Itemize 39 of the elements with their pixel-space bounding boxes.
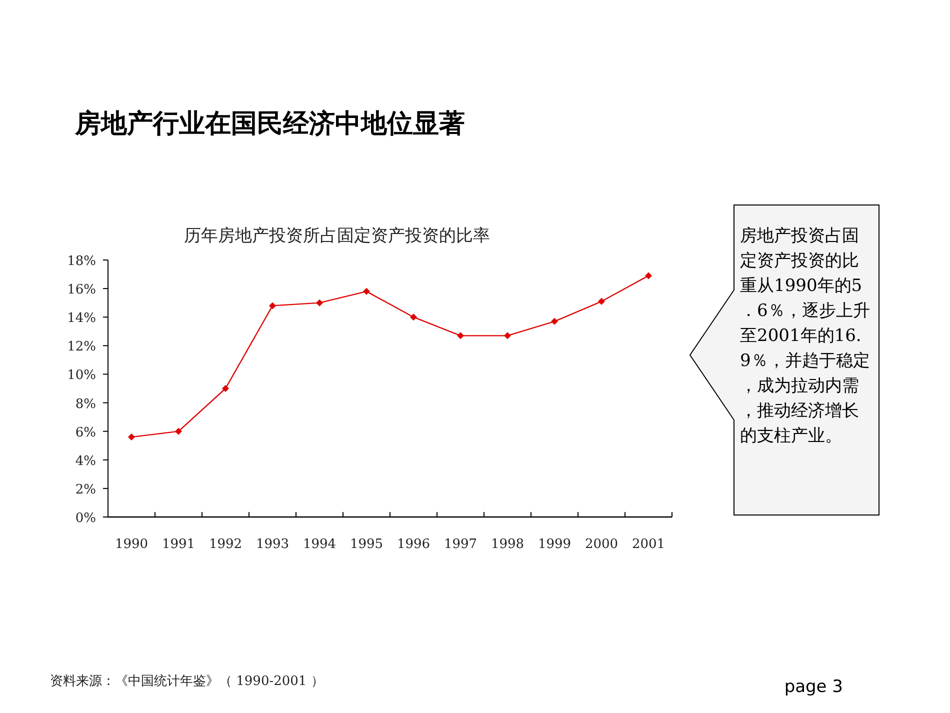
x-tick-label: 1996 [396, 537, 430, 552]
point [598, 298, 605, 305]
x-tick-label: 1998 [490, 537, 524, 552]
point [363, 288, 370, 295]
chart-subtitle: 历年房地产投资所占固定资产投资的比率 [184, 226, 490, 246]
point [504, 332, 511, 340]
x-tick-label: 1999 [538, 537, 572, 552]
y-tick-label: 4% [75, 454, 96, 469]
y-tick-label: 10% [67, 368, 96, 384]
text: 资料来源：《中国统计年鉴》（ 1990-2001 ） [50, 674, 324, 689]
x-tick-label: 2001 [632, 537, 666, 552]
y-tick-label: 8% [75, 396, 96, 412]
y-tick-label: 16% [67, 282, 96, 298]
x-tick-label: 2000 [584, 537, 618, 552]
point [457, 332, 464, 340]
point [128, 434, 135, 441]
point [316, 299, 323, 306]
x-tick-label: 1992 [208, 537, 242, 552]
x-tick-label: 1993 [256, 537, 290, 552]
x-tick-label: 1990 [114, 537, 148, 552]
y-tick-label: 14% [67, 311, 96, 326]
y-tick-label: 6% [75, 425, 96, 440]
point [222, 385, 229, 392]
point [175, 428, 182, 435]
x-tick-label: 1997 [444, 537, 478, 552]
x-tick-label: 1991 [162, 537, 196, 552]
y-tick-label: 12% [67, 340, 96, 355]
point [410, 314, 417, 321]
x-tick-label: 1994 [302, 537, 336, 552]
chart-title: 房地产行业在国民经济中地位显著 [74, 109, 465, 139]
text: 房地产投资占固定资产投资的比重从1990年的5．6％，逐步上升至2001年的16.9％，并趋于稳定，成为拉动内需，推动经济增长的支柱产业。 [740, 226, 870, 446]
point [551, 318, 558, 325]
y-tick-label: 2% [75, 482, 96, 498]
point [645, 272, 652, 280]
point [269, 302, 276, 310]
y-tick-label: 18% [67, 254, 96, 269]
x-tick-label: 1995 [350, 537, 384, 552]
y-tick-label: 0% [75, 511, 96, 526]
text: page 3 [784, 677, 843, 697]
